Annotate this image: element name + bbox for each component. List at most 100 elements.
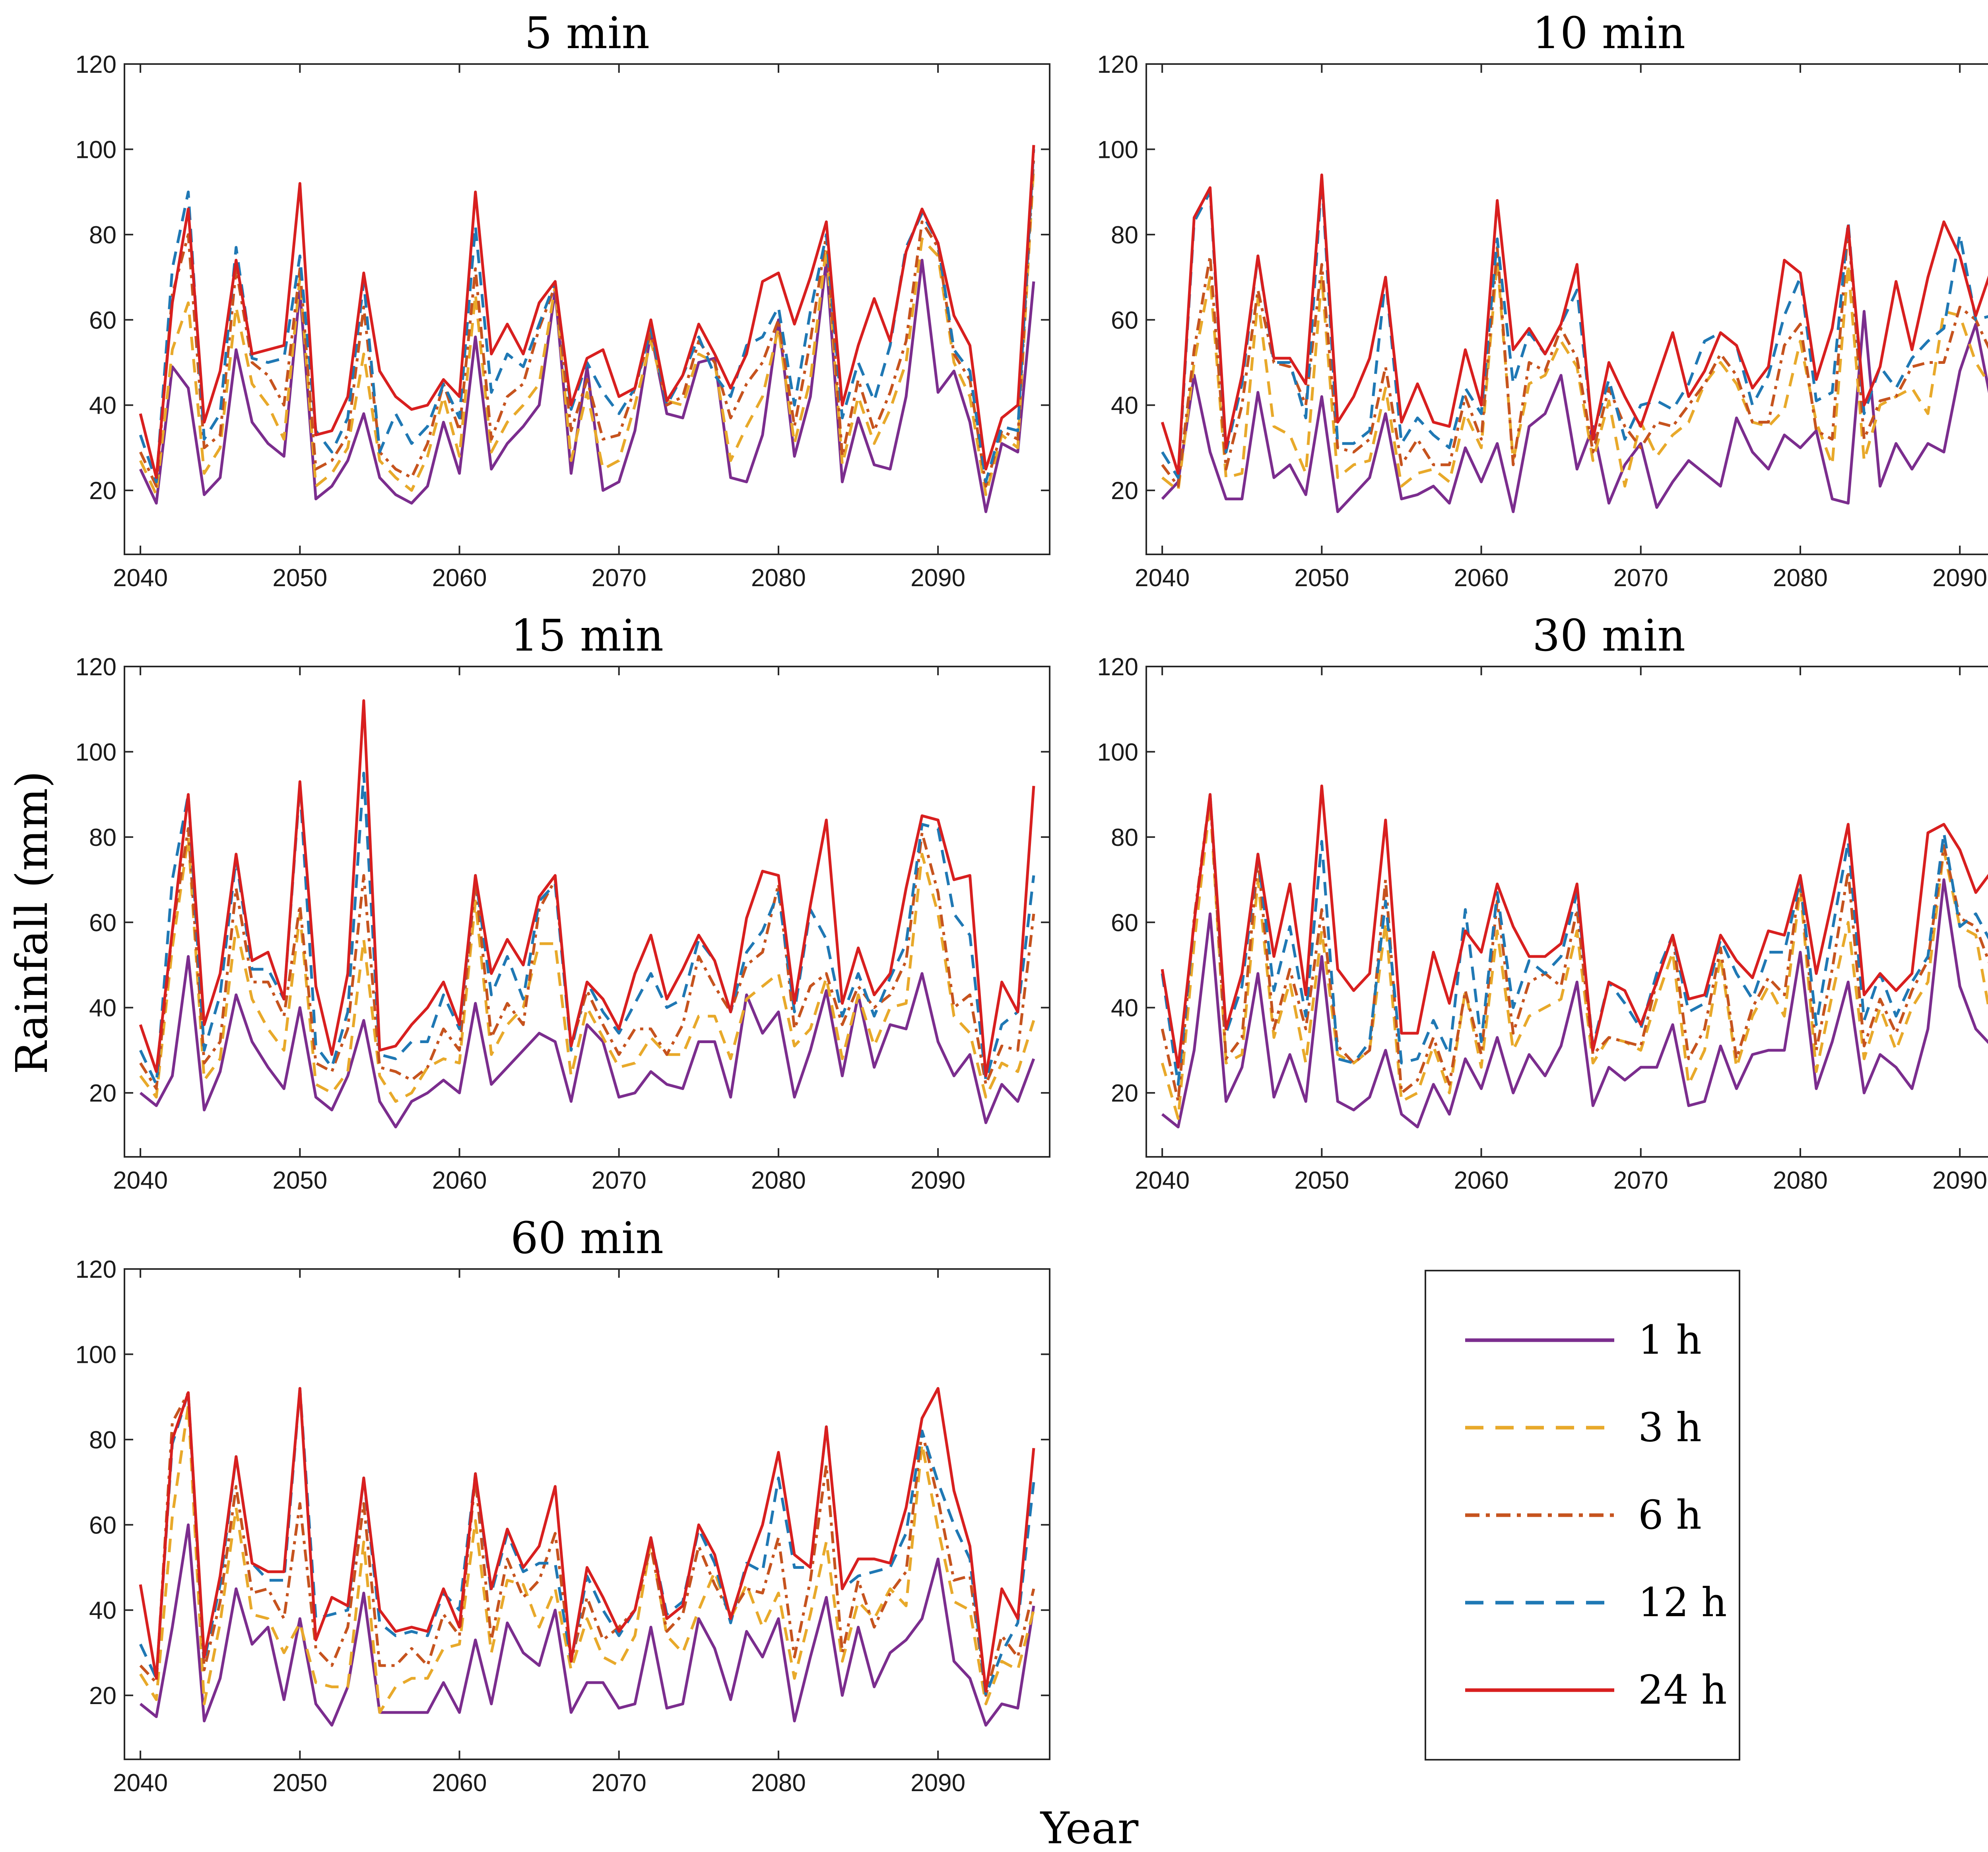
y-tick-label: 40 [89, 995, 116, 1022]
axes-frame-10min [1145, 63, 1988, 555]
panel-title-60min: 60 min [511, 1213, 664, 1263]
panel-title-30min: 30 min [1532, 610, 1685, 661]
y-tick-label: 120 [76, 51, 116, 78]
y-tick-label: 80 [1111, 824, 1138, 851]
series-line-1h-30min [1161, 878, 1988, 1129]
x-tick-label: 2050 [1294, 564, 1349, 592]
legend-label-1h: 1 h [1638, 1317, 1702, 1363]
y-tick-label: 60 [1111, 307, 1138, 334]
axes-frame-15min [124, 666, 1050, 1158]
y-tick-label: 120 [1097, 51, 1138, 78]
x-tick-label: 2060 [432, 564, 487, 592]
y-tick-label: 120 [1097, 653, 1138, 681]
legend-label-6h: 6 h [1638, 1492, 1702, 1538]
y-tick-label: 100 [1097, 136, 1138, 163]
x-tick-label: 2040 [1135, 1167, 1190, 1194]
panel-title-10min: 10 min [1532, 8, 1685, 58]
y-tick-label: 20 [89, 1682, 116, 1710]
series-line-1h-60min [139, 1523, 1035, 1727]
series-line-6h-60min [139, 1391, 1035, 1697]
y-tick-label: 120 [76, 1256, 116, 1283]
y-tick-label: 120 [76, 653, 116, 681]
series-line-1h-10min [1161, 310, 1988, 513]
y-tick-label: 100 [76, 1341, 116, 1368]
series-line-24h-10min [1161, 173, 1988, 475]
series-line-3h-10min [1161, 258, 1988, 492]
y-tick-label: 20 [1111, 477, 1138, 505]
x-tick-label: 2050 [272, 1769, 327, 1797]
series-line-6h-5min [139, 157, 1035, 488]
legend-label-3h: 3 h [1638, 1404, 1702, 1451]
y-tick-label: 60 [89, 909, 116, 937]
x-tick-label: 2060 [432, 1167, 487, 1194]
x-tick-label: 2050 [1294, 1167, 1349, 1194]
legend: 1 h 3 h 6 h 12 h 24 h [1425, 1270, 1740, 1761]
axes-frame-5min [124, 63, 1050, 555]
x-tick-label: 2070 [592, 1167, 646, 1194]
x-tick-label: 2060 [1454, 564, 1509, 592]
x-tick-label: 2050 [272, 564, 327, 592]
x-tick-label: 2040 [1135, 564, 1190, 592]
x-tick-label: 2090 [1932, 564, 1987, 592]
y-tick-label: 20 [1111, 1080, 1138, 1107]
x-tick-label: 2040 [113, 1167, 168, 1194]
x-tick-label: 2060 [1454, 1167, 1509, 1194]
x-tick-label: 2070 [1613, 1167, 1668, 1194]
x-tick-label: 2070 [1613, 564, 1668, 592]
series-line-24h-60min [139, 1387, 1035, 1693]
series-line-3h-60min [139, 1404, 1035, 1714]
axes-frame-60min [124, 1268, 1050, 1760]
x-tick-label: 2090 [911, 1167, 965, 1194]
legend-label-12h: 12 h [1638, 1579, 1727, 1626]
y-tick-label: 80 [1111, 222, 1138, 249]
series-line-24h-15min [139, 699, 1035, 1077]
y-tick-label: 80 [89, 1426, 116, 1454]
x-tick-label: 2070 [592, 564, 646, 592]
series-line-6h-30min [1161, 793, 1988, 1103]
y-tick-label: 60 [89, 307, 116, 334]
series-line-24h-5min [139, 145, 1035, 479]
y-tick-label: 40 [89, 1597, 116, 1625]
y-tick-label: 40 [1111, 995, 1138, 1022]
x-tick-label: 2040 [113, 564, 168, 592]
x-tick-label: 2070 [592, 1769, 646, 1797]
y-tick-label: 40 [1111, 392, 1138, 420]
x-tick-label: 2090 [911, 564, 965, 592]
x-tick-label: 2080 [751, 1167, 806, 1194]
x-tick-label: 2080 [751, 564, 806, 592]
x-tick-label: 2090 [1932, 1167, 1987, 1194]
legend-entries: 1 h 3 h 6 h 12 h 24 h [1465, 1317, 1727, 1713]
x-axis-label: Year [1040, 1803, 1139, 1852]
panel-title-15min: 15 min [511, 610, 664, 661]
y-tick-label: 100 [76, 738, 116, 766]
y-tick-label: 100 [76, 136, 116, 163]
x-tick-label: 2090 [911, 1769, 965, 1797]
axes-frame-30min [1145, 666, 1988, 1158]
x-tick-label: 2040 [113, 1769, 168, 1797]
y-tick-label: 40 [89, 392, 116, 420]
x-tick-label: 2050 [272, 1167, 327, 1194]
x-tick-label: 2060 [432, 1769, 487, 1797]
x-tick-label: 2080 [1773, 1167, 1828, 1194]
y-tick-label: 20 [89, 1080, 116, 1107]
x-tick-label: 2080 [1773, 564, 1828, 592]
series-line-1h-15min [139, 955, 1035, 1129]
panel-title-5min: 5 min [524, 8, 650, 58]
y-tick-label: 60 [1111, 909, 1138, 937]
legend-label-24h: 24 h [1638, 1667, 1727, 1713]
x-tick-label: 2080 [751, 1769, 806, 1797]
y-tick-label: 20 [89, 477, 116, 505]
series-line-24h-30min [1161, 784, 1988, 1069]
series-line-6h-10min [1161, 224, 1988, 488]
y-axis-label: Rainfall (mm) [6, 771, 57, 1074]
series-line-3h-30min [1161, 801, 1988, 1120]
series-line-6h-15min [139, 827, 1035, 1090]
series-line-3h-5min [139, 166, 1035, 496]
series-line-3h-15min [139, 836, 1035, 1103]
